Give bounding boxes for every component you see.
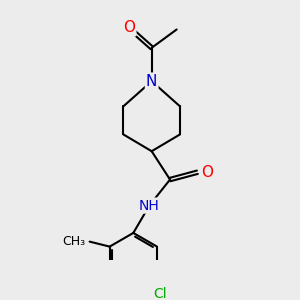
Text: NH: NH [139,199,160,213]
Text: CH₃: CH₃ [62,235,86,248]
Text: Cl: Cl [153,286,167,300]
Text: O: O [201,165,213,180]
Text: O: O [123,20,135,35]
Text: N: N [146,74,158,89]
